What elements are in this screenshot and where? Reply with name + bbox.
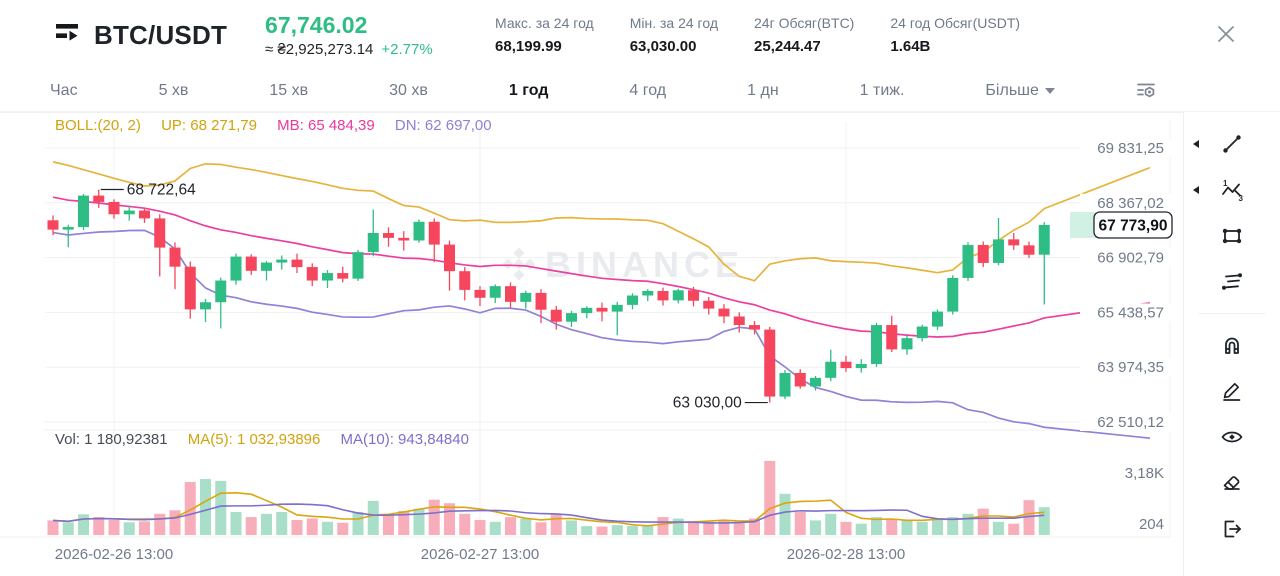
parallel-lines-icon [1219, 269, 1245, 295]
tab-1d[interactable]: 1 дн [747, 82, 779, 100]
tool-shape-rectangle[interactable] [1184, 213, 1280, 259]
rectangle-shape-icon [1219, 223, 1245, 249]
tab-label: Більше [985, 81, 1039, 99]
stat-value: 68,199.99 [495, 38, 562, 55]
stat-label: 24 год Обсяг(USDT) [890, 15, 1021, 31]
svg-text:66 902,79: 66 902,79 [1097, 250, 1164, 267]
vol-ma5-value: MA(5): 1 032,93896 [187, 431, 321, 448]
tab-5m[interactable]: 5 хв [159, 82, 189, 100]
tab-label: 1 тиж. [859, 81, 905, 99]
svg-text:62 510,12: 62 510,12 [1097, 414, 1164, 431]
tab-label: Час [50, 81, 78, 99]
svg-text:1: 1 [1223, 179, 1228, 188]
close-button[interactable] [1214, 22, 1238, 49]
indicator-settings-button[interactable] [1134, 79, 1158, 106]
svg-text:2026-02-26 13:00: 2026-02-26 13:00 [55, 546, 173, 563]
tab-1h[interactable]: 1 год [509, 82, 549, 100]
chart-header: BTC/USDT 67,746.02 ≈ ₴2,925,273.14 +2.77%… [0, 0, 1280, 70]
tab-label: 5 хв [158, 81, 189, 99]
stat-value: 63,030.00 [629, 38, 697, 55]
market-list-icon [55, 20, 81, 51]
stat-volume-usdt: 24 год Обсяг(USDT) 1.64B [890, 15, 1020, 55]
candlestick-chart-canvas[interactable]: BINANCE 68 722,64 63 030,00 69 831,25 68 367… [0, 112, 1183, 576]
price-block: 67,746.02 ≈ ₴2,925,273.14 +2.77% [265, 12, 465, 58]
svg-text:68 367,02: 68 367,02 [1097, 195, 1164, 212]
tab-15m[interactable]: 15 хв [269, 82, 308, 100]
trend-line-icon [1219, 131, 1245, 157]
tab-1w[interactable]: 1 тиж. [860, 82, 905, 100]
svg-text:67 773,90: 67 773,90 [1099, 217, 1168, 234]
change-24h: +2.77% [381, 41, 433, 58]
tab-label: 30 хв [389, 81, 428, 99]
tab-label: 1 год [508, 81, 549, 99]
svg-text:63 974,35: 63 974,35 [1097, 359, 1164, 376]
stats-24h: Макс. за 24 год 68,199.99 Мін. за 24 год… [495, 15, 1056, 55]
tab-time[interactable]: Час [50, 82, 78, 100]
tool-export[interactable] [1184, 506, 1280, 552]
boll-dn-value: DN: 62 697,00 [394, 117, 492, 134]
tab-more[interactable]: Більше [985, 81, 1055, 100]
stat-label: Мін. за 24 год [629, 15, 719, 31]
stat-value: 25,244.47 [754, 38, 821, 55]
svg-text:204: 204 [1139, 516, 1164, 533]
chart-pane: BOLL:(20, 2) UP: 68 271,79 MB: 65 484,39… [0, 112, 1183, 576]
export-chart-icon [1219, 516, 1245, 542]
pencil-icon [1219, 378, 1245, 404]
tool-show-hide[interactable] [1184, 414, 1280, 460]
tool-parallel-lines[interactable] [1184, 259, 1280, 305]
stat-high-24h: Макс. за 24 год 68,199.99 [495, 15, 594, 55]
drawing-toolbar: 1 3 [1183, 112, 1280, 576]
svg-text:3,18K: 3,18K [1125, 465, 1164, 482]
timeframe-tabs: Час 5 хв 15 хв 30 хв 1 год 4 год 1 дн 1 … [0, 70, 1280, 112]
tab-label: 4 год [629, 81, 667, 99]
volume-legend: Vol: 1 180,92381 MA(5): 1 032,93896 MA(1… [55, 431, 485, 448]
boll-legend: BOLL:(20, 2) UP: 68 271,79 MB: 65 484,39… [55, 117, 508, 134]
fiat-value: ≈ ₴2,925,273.14 [265, 41, 374, 58]
wave-pattern-icon: 1 3 [1219, 177, 1245, 203]
tab-4h[interactable]: 4 год [629, 82, 666, 100]
tool-magnet[interactable] [1184, 322, 1280, 368]
close-icon [1214, 25, 1238, 49]
svg-text:69 831,25: 69 831,25 [1097, 140, 1164, 157]
svg-text:2026-02-27 13:00: 2026-02-27 13:00 [421, 546, 539, 563]
boll-mb-value: MB: 65 484,39 [277, 117, 375, 134]
svg-text:BINANCE: BINANCE [545, 244, 744, 285]
last-price: 67,746.02 [265, 12, 368, 38]
fiat-price: ≈ ₴2,925,273.14 +2.77% [265, 41, 465, 58]
tool-trend-line[interactable] [1184, 121, 1280, 167]
tab-label: 15 хв [269, 81, 309, 99]
tool-wave-pattern[interactable]: 1 3 [1184, 167, 1280, 213]
eye-icon [1219, 424, 1245, 450]
svg-text:3: 3 [1239, 194, 1244, 203]
boll-up-value: UP: 68 271,79 [161, 117, 257, 134]
chart-settings-icon [1134, 83, 1158, 106]
stat-label: Макс. за 24 год [495, 15, 594, 31]
svg-text:68 722,64: 68 722,64 [127, 181, 196, 198]
vol-ma10-value: MA(10): 943,84840 [340, 431, 469, 448]
symbol-title: BTC/USDT [94, 19, 228, 50]
svg-text:2026-02-28 13:00: 2026-02-28 13:00 [787, 546, 905, 563]
tab-label: 1 дн [747, 81, 779, 99]
tool-eraser[interactable] [1184, 460, 1280, 506]
chevron-down-icon [1044, 87, 1055, 94]
eraser-icon [1219, 470, 1245, 496]
boll-name: BOLL:(20, 2) [55, 117, 141, 134]
stat-volume-btc: 24г Обсяг(BTC) 25,244.47 [754, 15, 854, 55]
svg-text:65 438,57: 65 438,57 [1097, 304, 1164, 321]
stat-low-24h: Мін. за 24 год 63,030.00 [630, 15, 718, 55]
stat-value: 1.64B [890, 38, 931, 55]
tab-30m[interactable]: 30 хв [389, 82, 428, 100]
svg-text:63 030,00: 63 030,00 [673, 395, 742, 412]
stat-label: 24г Обсяг(BTC) [754, 15, 855, 31]
magnet-icon [1219, 332, 1245, 358]
toolbar-divider [1198, 313, 1266, 314]
chevron-left-icon [1193, 140, 1199, 148]
vol-value: Vol: 1 180,92381 [55, 431, 168, 448]
market-selector[interactable]: BTC/USDT [55, 20, 227, 51]
chevron-left-icon [1193, 186, 1199, 194]
tool-draw[interactable] [1184, 368, 1280, 414]
